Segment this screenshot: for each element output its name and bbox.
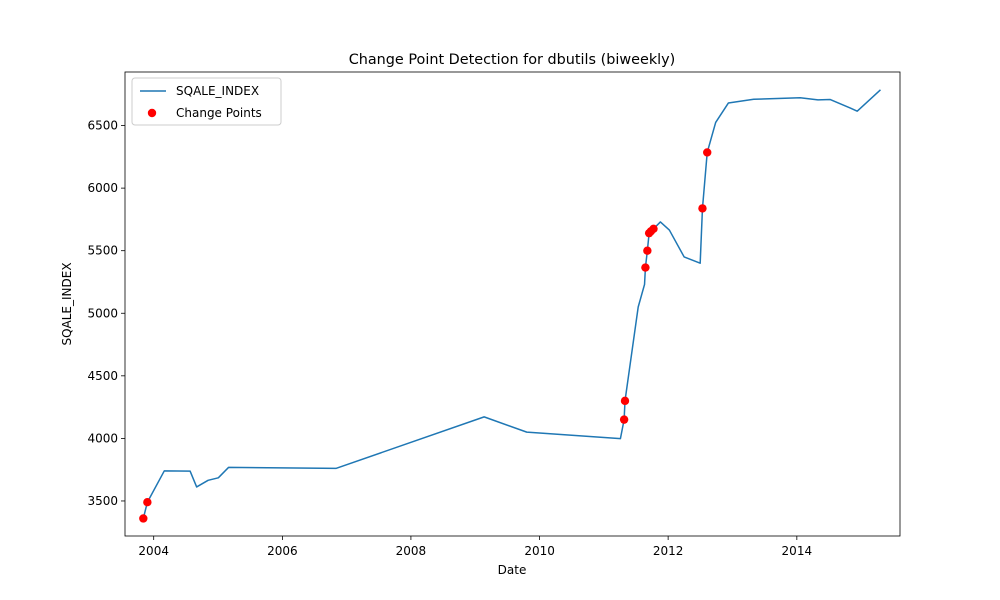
change-point-marker — [698, 204, 707, 213]
x-tick-label: 2004 — [138, 544, 169, 558]
change-point-marker — [643, 246, 652, 255]
change-point-marker — [703, 148, 712, 157]
y-axis-label: SQALE_INDEX — [60, 262, 74, 345]
change-point-marker — [620, 396, 630, 406]
y-tick-label: 5000 — [87, 306, 118, 320]
y-tick-label: 3500 — [87, 494, 118, 508]
change-point-marker — [649, 224, 658, 233]
plot-area: 2004 2006 2008 2010 2012 2014 3500 4000 4500 5000… — [87, 71, 901, 558]
y-tick-label: 5500 — [87, 244, 118, 258]
legend-frame — [131, 77, 282, 126]
change-point-marker — [143, 498, 152, 507]
x-tick-label: 2010 — [524, 544, 555, 558]
x-axis-label: Date — [498, 563, 527, 577]
legend: SQALE_INDEX Change Points — [131, 77, 282, 126]
y-tick-label: 4000 — [87, 431, 118, 445]
x-tick-label: 2014 — [782, 544, 813, 558]
y-tick-label: 6500 — [87, 119, 118, 133]
x-tick-label: 2012 — [653, 544, 684, 558]
change-point-marker — [139, 514, 148, 523]
x-tick-label: 2006 — [267, 544, 298, 558]
x-tick-label: 2008 — [396, 544, 427, 558]
axes-frame — [124, 71, 901, 537]
sqale-index-line — [142, 89, 881, 520]
y-tick-label: 4500 — [87, 369, 118, 383]
legend-label-sqale-index: SQALE_INDEX — [176, 84, 259, 98]
change-point-marker — [641, 263, 650, 272]
change-point-marker — [619, 415, 629, 424]
legend-marker-change-points — [147, 108, 157, 118]
y-tick-label: 6000 — [87, 181, 118, 195]
legend-label-change-points: Change Points — [176, 106, 262, 120]
chart-title: Change Point Detection for dbutils (biwe… — [349, 52, 676, 68]
